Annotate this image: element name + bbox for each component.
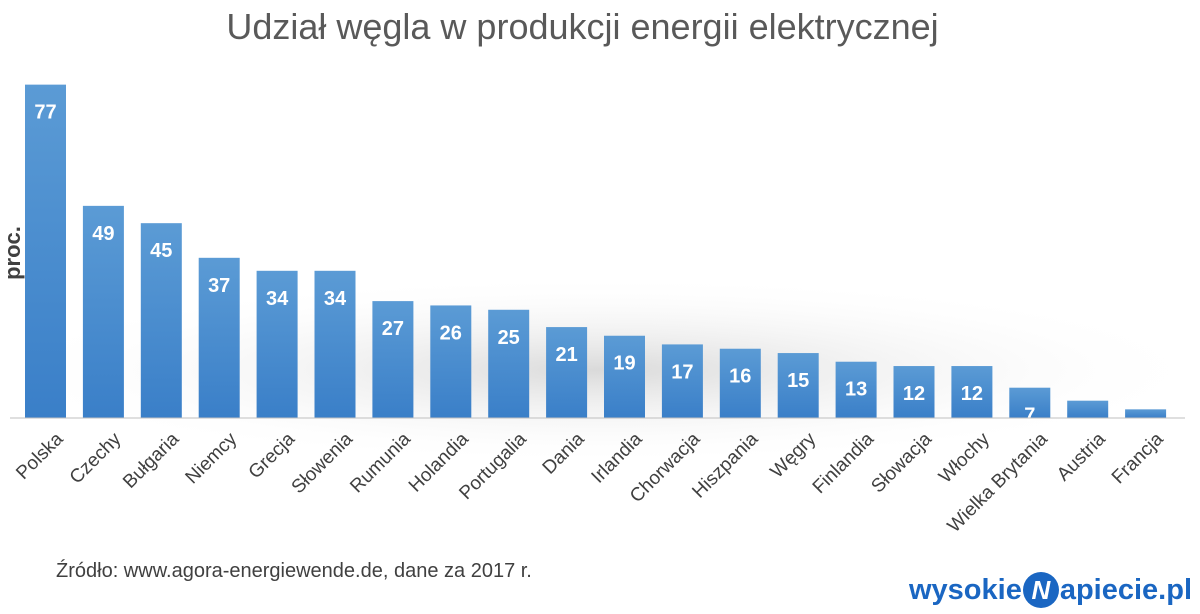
bar-value-label: 37 [208,275,230,297]
source-note: Źródło: www.agora-energiewende.de, dane … [56,560,532,582]
bar-value-label: 12 [903,383,925,405]
bar-value-label: 17 [671,361,693,383]
bar-9 [546,327,588,418]
bar-4 [256,270,298,418]
bar-value-label: 16 [729,366,751,388]
bar-value-label: 12 [961,383,983,405]
bar-11 [661,344,703,418]
bar-value-label: 25 [498,327,520,349]
category-tick-label: Francja [1108,428,1168,488]
bar-value-label: 7 [1024,405,1035,427]
brand-n-icon: N [1022,572,1059,608]
bar-16 [951,366,993,418]
bar-value-label: 15 [787,370,809,392]
y-axis-label: proc. [0,226,25,280]
bar-15 [893,366,935,418]
brand-text-start: wysokie [908,573,1022,606]
bar-8 [488,309,530,418]
bar-0 [25,84,66,419]
bar-value-label: 26 [440,322,462,344]
bar-6 [372,301,414,418]
chart-title: Udział węgla w produkcji energii elektry… [226,6,939,47]
brand-logo[interactable]: wysokie N apiecie.pl [909,572,1192,608]
bar-value-label: 77 [34,102,56,124]
category-tick-label: Polska [12,428,67,483]
bar-13 [777,353,819,418]
bar-1 [82,205,124,418]
bar-18 [1067,400,1109,418]
bar-value-label: 27 [382,318,404,340]
bar-5 [314,270,356,418]
bar-3 [198,257,240,418]
bar-17 [1009,387,1051,418]
bar-10 [604,335,645,418]
bar-19 [1125,409,1167,418]
bar-12 [719,348,761,418]
bar-value-label: 49 [92,223,114,245]
bar-2 [140,223,182,418]
bar-value-label: 4 [1082,418,1094,440]
bar-14 [835,361,877,418]
bar-value-label: 19 [613,353,635,375]
bar-value-label: 34 [266,288,289,310]
bar-value-label: 13 [845,379,867,401]
bar-value-label: 34 [324,288,347,310]
category-tick-label: Czechy [66,428,126,488]
bar-value-label: 21 [555,344,577,366]
category-tick-label: Bułgaria [119,428,183,492]
bar-7 [430,305,472,418]
bar-value-label: 45 [150,240,172,262]
brand-text-end: apiecie.pl [1059,573,1192,606]
bar-value-label: 2 [1140,426,1151,448]
